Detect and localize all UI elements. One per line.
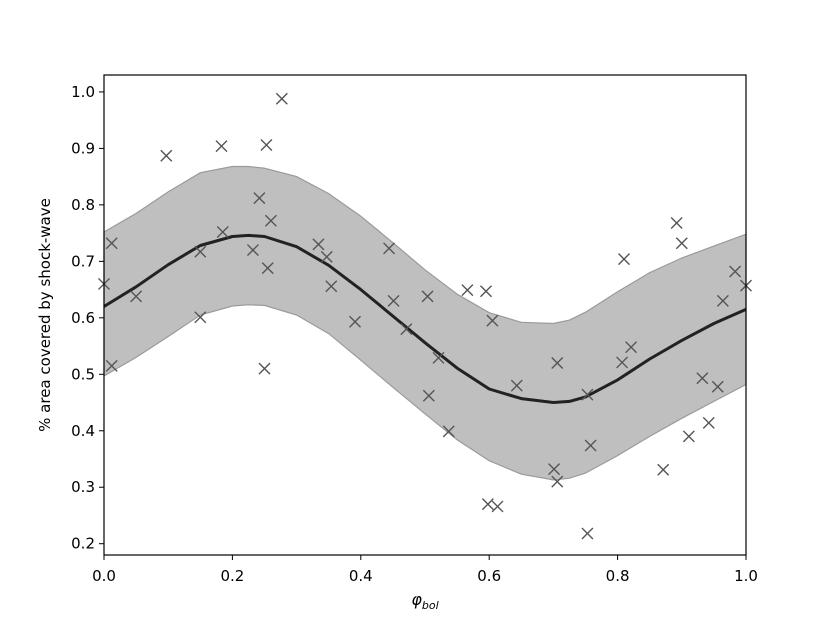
data-point-marker	[675, 237, 688, 250]
data-point-marker	[581, 527, 594, 540]
y-tick-label: 0.8	[71, 196, 95, 214]
data-point-marker	[682, 430, 695, 443]
data-point-marker	[548, 463, 561, 476]
data-point-marker	[618, 253, 631, 266]
data-point-marker	[261, 262, 274, 275]
data-point-marker	[258, 362, 271, 375]
data-point-marker	[215, 140, 228, 153]
x-axis-label-subscript: bol	[422, 599, 439, 612]
data-point-marker	[510, 379, 523, 392]
data-point-marker	[486, 314, 499, 327]
data-point-marker	[105, 237, 118, 250]
data-point-marker	[105, 359, 118, 372]
y-tick-label: 0.3	[71, 478, 95, 496]
y-axis-label: % area covered by shock-wave	[36, 198, 54, 432]
x-axis-label: φbol	[411, 590, 438, 612]
data-point-marker	[260, 139, 273, 152]
axes-frame	[103, 74, 747, 556]
data-point-marker	[729, 265, 742, 278]
data-point-marker	[422, 389, 435, 402]
data-point-marker	[481, 498, 494, 511]
y-axis-ticks: 0.2 0.3 0.4 0.5 0.6 0.7 0.8 0.9 1.0	[71, 83, 104, 553]
data-point-marker	[581, 388, 594, 401]
x-tick-label: 0.6	[477, 567, 501, 585]
data-point-marker	[275, 92, 288, 105]
data-point-marker	[461, 284, 474, 297]
data-point-marker	[320, 250, 333, 263]
data-point-marker	[216, 225, 229, 238]
data-point-marker	[442, 425, 455, 438]
data-point-marker	[657, 463, 670, 476]
data-point-marker	[325, 280, 338, 293]
data-point-marker	[246, 244, 259, 257]
data-points	[98, 92, 752, 540]
data-point-marker	[312, 238, 325, 251]
data-point-marker	[716, 294, 729, 307]
data-point-marker	[194, 245, 207, 258]
y-tick-label: 0.9	[71, 139, 95, 157]
confidence-band	[103, 165, 747, 481]
data-point-marker	[479, 285, 492, 298]
data-point-marker	[432, 351, 445, 364]
data-point-marker	[551, 475, 564, 488]
y-tick-label: 0.7	[71, 252, 95, 270]
x-tick-label: 0.0	[92, 567, 116, 585]
y-tick-label: 0.5	[71, 365, 95, 383]
data-point-marker	[616, 356, 629, 369]
data-point-marker	[253, 192, 266, 205]
fit-line	[103, 233, 747, 404]
data-point-marker	[551, 357, 564, 369]
x-tick-label: 0.4	[349, 567, 373, 585]
y-tick-label: 0.4	[71, 422, 95, 440]
data-point-marker	[130, 290, 143, 303]
x-axis-ticks: 0.0 0.2 0.4 0.6 0.8 1.0	[92, 555, 758, 585]
data-point-marker	[387, 294, 400, 307]
x-tick-label: 1.0	[734, 567, 758, 585]
data-point-marker	[584, 439, 597, 452]
x-axis-label-main: φ	[411, 590, 422, 609]
plot-area	[98, 92, 752, 540]
data-point-marker	[264, 214, 277, 227]
data-point-marker	[625, 341, 638, 354]
data-point-marker	[696, 372, 709, 385]
data-point-marker	[349, 315, 362, 328]
data-point-marker	[670, 216, 683, 229]
data-point-marker	[421, 290, 434, 303]
data-point-marker	[383, 242, 396, 255]
y-tick-label: 0.6	[71, 309, 95, 327]
x-tick-label: 0.2	[220, 567, 244, 585]
data-point-marker	[491, 500, 504, 513]
data-point-marker	[400, 323, 413, 336]
y-tick-label: 1.0	[71, 83, 95, 101]
data-point-marker	[702, 416, 715, 429]
x-tick-label: 0.8	[606, 567, 630, 585]
data-point-marker	[711, 380, 724, 393]
data-point-marker	[160, 149, 173, 162]
data-point-marker	[194, 311, 207, 324]
y-tick-label: 0.2	[71, 535, 95, 553]
